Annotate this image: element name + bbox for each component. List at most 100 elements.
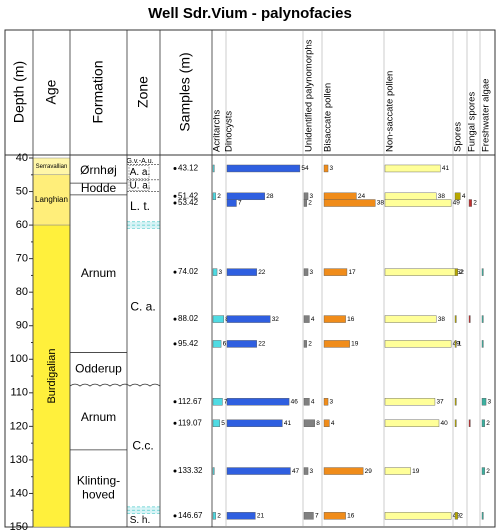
value-label: 19 (412, 468, 420, 475)
zone-label: L. t. (130, 199, 150, 213)
bar (226, 467, 291, 475)
value-label: 2 (217, 193, 221, 200)
formation-label: Odderup (75, 362, 122, 376)
value-label: 17 (348, 269, 356, 276)
bar (481, 315, 484, 323)
series-header: Unidentified palynomorphs (304, 39, 315, 152)
sample-label: 112.67 (178, 397, 202, 406)
value-label: 4 (311, 316, 315, 323)
bar (454, 268, 458, 276)
bar (384, 164, 441, 173)
bar (303, 315, 310, 323)
bar (226, 398, 290, 406)
value-label: 47 (292, 468, 300, 475)
value-label: 7 (224, 398, 228, 405)
unconformity (69, 383, 161, 387)
bar (323, 164, 329, 173)
sample-label: 53.42 (178, 198, 199, 207)
y-axis-label: Depth (m) (11, 61, 27, 123)
bar (226, 164, 301, 173)
bar (226, 192, 265, 201)
bar (226, 419, 283, 427)
value-label: 2 (473, 200, 477, 207)
value-label: 3 (310, 269, 314, 276)
bar (384, 340, 452, 348)
bar (468, 419, 471, 427)
bar (468, 315, 471, 323)
value-label: 24 (358, 193, 366, 200)
bar (323, 340, 350, 348)
bar (303, 199, 307, 207)
bar (454, 315, 457, 323)
bar (323, 419, 330, 427)
y-tick-label: 90 (16, 320, 28, 332)
value-label: 52 (457, 269, 465, 276)
bar (468, 199, 472, 207)
bar (384, 398, 436, 406)
value-label: 37 (436, 398, 444, 405)
value-label: 7 (315, 513, 319, 520)
value-label: 38 (377, 200, 385, 207)
chart-title: Well Sdr.Vium - palynofacies (148, 5, 352, 22)
age-label: Langhian (35, 195, 68, 204)
sample-label: 119.07 (178, 418, 202, 427)
value-label: 3 (310, 193, 314, 200)
sample-dot (173, 166, 177, 170)
bar (384, 192, 437, 201)
bar (481, 340, 484, 348)
value-label: 41 (442, 165, 450, 172)
value-label: 2 (308, 341, 312, 348)
y-tick-label: 100 (10, 353, 28, 365)
value-label: 3 (330, 165, 334, 172)
bar (323, 512, 346, 520)
sample-dot (173, 201, 177, 205)
value-label: 54 (301, 165, 309, 172)
bar (212, 419, 220, 427)
value-label: 40 (441, 420, 449, 427)
value-label: 22 (258, 269, 266, 276)
sample-label: 74.02 (178, 267, 199, 276)
formation-header: Formation (90, 60, 106, 123)
bar (303, 419, 316, 427)
bar (303, 467, 309, 475)
series-header: Bisaccate pollen (323, 83, 334, 152)
series-header: Non-saccate pollen (385, 71, 396, 152)
series-header: Dinocysts (224, 111, 235, 152)
y-tick-label: 130 (10, 454, 28, 466)
y-tick-label: 40 (16, 152, 28, 164)
sample-dot (173, 514, 177, 518)
sample-dot (173, 400, 177, 404)
formation-label-line: Klinting- (77, 474, 120, 488)
value-label: 8 (316, 420, 320, 427)
bar (454, 512, 458, 520)
zone-label: S. h. (130, 515, 151, 526)
y-tick-label: 150 (10, 521, 28, 531)
value-label: 4 (331, 420, 335, 427)
bar (303, 340, 307, 348)
bar (226, 340, 257, 348)
value-label: 3 (310, 468, 314, 475)
formation-label: Arnum (81, 266, 116, 280)
zone-box (128, 165, 150, 180)
bar (212, 192, 216, 201)
sample-dot (173, 194, 177, 198)
bar (323, 268, 348, 276)
samples-header: Samples (m) (177, 52, 193, 131)
zone-label: C.c. (132, 439, 153, 453)
y-tick-label: 120 (10, 420, 28, 432)
formation-label: Hodde (81, 181, 117, 195)
bar (384, 512, 452, 520)
y-tick-label: 110 (10, 387, 28, 399)
value-label: 3 (488, 398, 492, 405)
bar (384, 315, 437, 323)
value-label: 46 (291, 398, 299, 405)
bar (226, 315, 271, 323)
bar (481, 419, 485, 427)
bar (212, 340, 222, 348)
sample-label: 95.42 (178, 339, 199, 348)
sample-dot (173, 469, 177, 473)
zone-box (128, 180, 150, 191)
bar (212, 398, 223, 406)
zone-label: A. a. (130, 167, 151, 178)
